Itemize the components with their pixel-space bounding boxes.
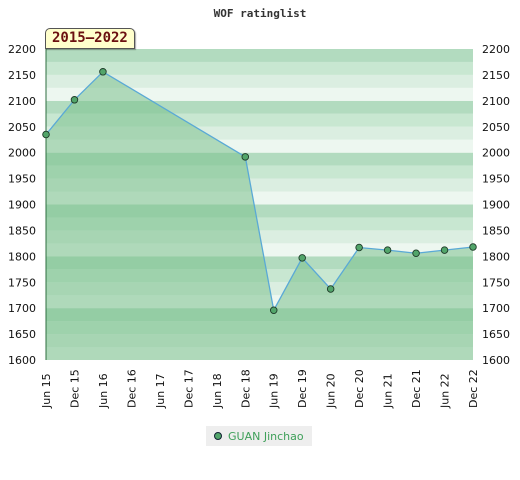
x-tick-label: Jun 15: [40, 373, 53, 409]
grid-band: [46, 74, 473, 88]
data-point[interactable]: [42, 130, 50, 139]
y-tick-label: 1850: [482, 224, 510, 237]
data-point[interactable]: [326, 285, 335, 293]
x-tick-label: Dec 21: [410, 369, 423, 408]
grid-band: [46, 49, 473, 62]
series-line: [45, 70, 474, 313]
x-tick-label: Dec 17: [182, 369, 195, 408]
y-tick-label: 1700: [8, 302, 36, 315]
y-tick-label: 1600: [8, 354, 36, 367]
area-layer: [46, 71, 473, 360]
data-point[interactable]: [298, 254, 306, 262]
grid-band: [46, 61, 473, 75]
data-point[interactable]: [70, 96, 79, 104]
chart-title: WOF ratinglist: [214, 7, 307, 20]
data-point[interactable]: [355, 243, 363, 252]
data-point[interactable]: [440, 246, 449, 254]
y-tick-labels-left: 1600 1650 1700 1750 1800 1850 1900 1950 2000 2050…: [8, 43, 36, 367]
x-tick-label: Jun 18: [211, 373, 224, 409]
line-layer: [45, 70, 474, 313]
y-tick-label: 1900: [8, 199, 36, 212]
x-tick-label: Dec 15: [68, 369, 81, 408]
x-tick-label: Dec 19: [296, 369, 309, 408]
period-badge: 2015–2022: [45, 28, 135, 49]
series-area: [46, 71, 473, 360]
y-tick-label: 1650: [482, 328, 510, 341]
data-point[interactable]: [99, 68, 107, 76]
y-tick-label: 1850: [8, 224, 36, 237]
legend-label: GUAN Jinchao: [228, 429, 304, 443]
y-tick-label: 1650: [8, 328, 36, 341]
x-tick-label: Dec 20: [353, 369, 366, 408]
x-tick-labels: Jun 15 Dec 15 Jun 16 Dec 16 Jun 17 Dec 17 Jun …: [40, 369, 480, 409]
legend[interactable]: GUAN Jinchao: [206, 426, 312, 446]
y-tick-label: 1600: [482, 354, 510, 367]
data-point[interactable]: [412, 249, 420, 257]
y-tick-label: 1750: [8, 276, 36, 289]
y-tick-label: 1900: [482, 199, 510, 212]
y-tick-label: 2150: [482, 69, 510, 82]
y-tick-label: 2050: [482, 121, 510, 134]
y-tick-label: 1700: [482, 302, 510, 315]
grid-band: [46, 87, 473, 101]
y-tick-label: 2000: [482, 147, 510, 160]
y-tick-label: 1800: [8, 250, 36, 263]
x-tick-label: Jun 16: [97, 373, 110, 409]
data-point[interactable]: [269, 306, 278, 314]
data-points: [42, 68, 477, 314]
y-tick-label: 2100: [8, 95, 36, 108]
x-tick-label: Jun 22: [439, 373, 452, 409]
y-tick-label: 2200: [482, 43, 510, 56]
y-tick-labels-right: 1600 1650 1700 1750 1800 1850 1900 1950 2000 2050…: [482, 43, 510, 367]
y-tick-label: 1950: [8, 173, 36, 186]
y-tick-label: 2050: [8, 121, 36, 134]
x-tick-label: Dec 22: [467, 369, 480, 408]
y-tick-label: 1800: [482, 250, 510, 263]
x-tick-label: Jun 21: [382, 373, 395, 409]
y-tick-label: 1750: [482, 276, 510, 289]
x-tick-label: Jun 20: [325, 373, 338, 409]
x-tick-label: Jun 17: [154, 373, 167, 409]
y-tick-label: 2150: [8, 69, 36, 82]
x-tick-label: Dec 16: [125, 369, 138, 408]
y-tick-label: 2100: [482, 95, 510, 108]
x-tick-label: Dec 18: [239, 369, 252, 408]
legend-marker: [214, 432, 222, 440]
data-point[interactable]: [241, 153, 250, 161]
y-tick-label: 2000: [8, 147, 36, 160]
data-point[interactable]: [383, 246, 392, 254]
y-tick-label: 2200: [8, 43, 36, 56]
y-tick-label: 1950: [482, 173, 510, 186]
x-tick-label: Jun 19: [268, 373, 281, 409]
data-point[interactable]: [469, 243, 477, 251]
